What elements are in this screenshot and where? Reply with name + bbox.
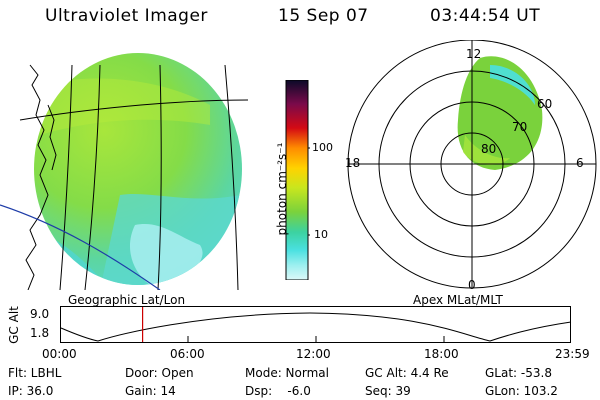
status-ip: IP: 36.0 bbox=[8, 384, 54, 398]
observation-time: 03:44:54 UT bbox=[430, 6, 541, 26]
status-gain: Gain: 14 bbox=[125, 384, 176, 398]
longitude-line bbox=[84, 64, 101, 290]
altitude-ytick-high: 9.0 bbox=[30, 307, 50, 321]
colorbar-tick-100: 100 bbox=[312, 141, 333, 154]
altitude-curve bbox=[60, 312, 572, 342]
status-seq: Seq: 39 bbox=[365, 384, 411, 398]
colorbar-tick-10: 10 bbox=[314, 228, 328, 241]
altitude-xtick-2359: 23:59 bbox=[555, 347, 590, 361]
geographic-image bbox=[0, 53, 249, 290]
altitude-xtick-0000: 00:00 bbox=[42, 347, 77, 361]
geographic-caption: Geographic Lat/Lon bbox=[68, 293, 186, 307]
longitude-line bbox=[157, 64, 162, 290]
mlt-label-0: 0 bbox=[468, 278, 476, 292]
auroral-emission bbox=[34, 53, 242, 285]
altitude-xtick-0600: 06:00 bbox=[170, 347, 205, 361]
mlt-label-12: 12 bbox=[466, 47, 482, 61]
mlat-label-80: 80 bbox=[481, 142, 497, 156]
status-dsp: Dsp: -6.0 bbox=[245, 384, 311, 398]
polar-plot bbox=[347, 40, 597, 289]
equator-line bbox=[0, 204, 161, 290]
instrument-title: Ultraviolet Imager bbox=[45, 6, 208, 26]
altitude-xtick-1200: 12:00 bbox=[296, 347, 331, 361]
altitude-ytick-low: 1.8 bbox=[30, 326, 50, 340]
coastline bbox=[25, 64, 49, 290]
observation-date: 15 Sep 07 bbox=[278, 6, 369, 26]
mlt-label-18: 18 bbox=[345, 156, 361, 170]
status-door: Door: Open bbox=[125, 366, 194, 380]
status-filter: Flt: LBHL bbox=[8, 366, 62, 380]
status-glat: GLat: -53.8 bbox=[485, 366, 552, 380]
color-bar bbox=[285, 80, 310, 280]
mlt-label-6: 6 bbox=[576, 156, 584, 170]
altitude-xtick-1800: 18:00 bbox=[424, 347, 459, 361]
status-glon: GLon: 103.2 bbox=[485, 384, 558, 398]
latitude-line bbox=[19, 99, 249, 121]
status-mode: Mode: Normal bbox=[245, 366, 329, 380]
longitude-line bbox=[59, 64, 73, 290]
polar-caption: Apex MLat/MLT bbox=[413, 293, 503, 307]
colorbar-unit-label: photon cm⁻²s⁻¹ bbox=[275, 142, 289, 236]
coastline bbox=[47, 104, 57, 171]
altitude-plot bbox=[60, 306, 572, 343]
mlat-label-70: 70 bbox=[512, 120, 528, 134]
status-gc-alt: GC Alt: 4.4 Re bbox=[365, 366, 449, 380]
altitude-ylabel: GC Alt bbox=[7, 306, 21, 344]
mlat-label-60: 60 bbox=[537, 97, 553, 111]
longitude-line bbox=[224, 64, 239, 290]
